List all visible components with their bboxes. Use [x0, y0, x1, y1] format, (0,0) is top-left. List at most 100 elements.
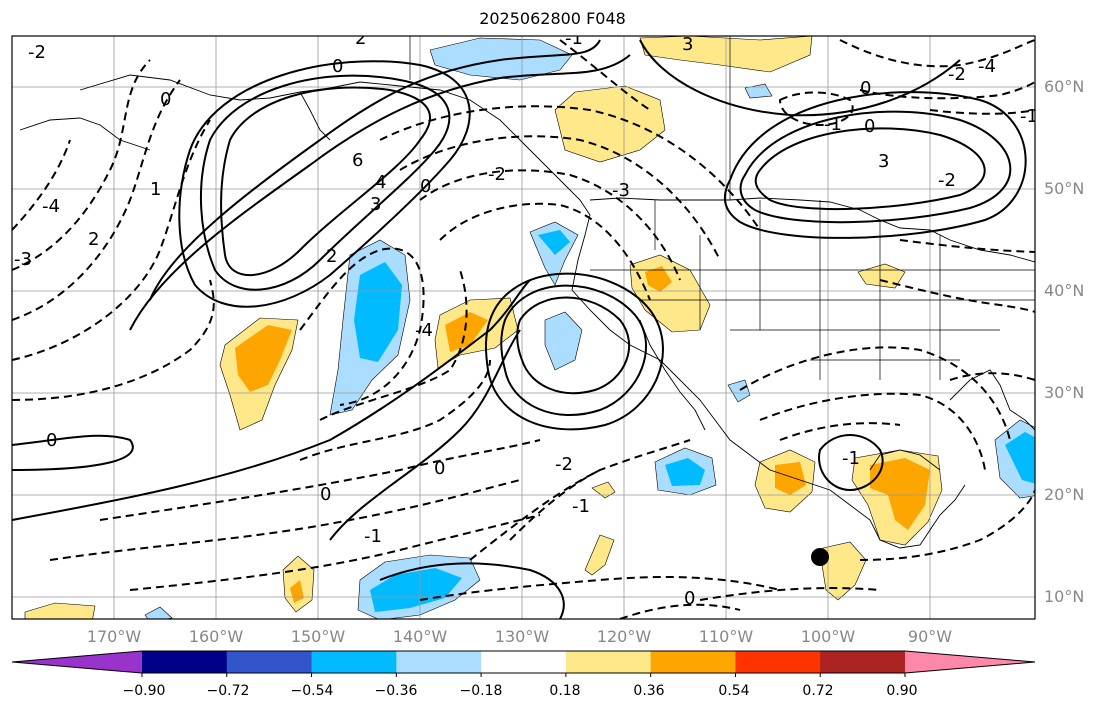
- colorbar-tick-label: 0.72: [802, 683, 834, 699]
- lon-label: 140°W: [392, 627, 448, 646]
- colorbar-segment: [481, 651, 567, 673]
- colorbar-tick-label: −0.90: [122, 683, 166, 699]
- colorbar-extend-min: [12, 651, 142, 673]
- contour-label: 0: [864, 116, 875, 137]
- lon-label: 110°W: [698, 627, 754, 646]
- warm-anomaly-patch: [591, 481, 616, 499]
- cold-anomaly-patch: [727, 379, 751, 403]
- lon-label: 100°W: [800, 627, 856, 646]
- warm-anomaly-core: [645, 266, 672, 292]
- colorbar-tick-label: 0.90: [886, 683, 918, 699]
- contour-label: -1: [572, 496, 590, 517]
- colorbar-tick-label: 0.36: [633, 683, 665, 699]
- warm-anomaly-core: [235, 325, 292, 392]
- colorbar-segment: [650, 651, 736, 673]
- contour-label: 0: [160, 89, 171, 110]
- cold-anomaly-core: [665, 458, 705, 486]
- contour-label: -4: [415, 320, 433, 341]
- lat-label: 20°N: [1044, 485, 1085, 504]
- contour-label: -2: [488, 164, 506, 185]
- contour-label: 0: [684, 588, 695, 609]
- lon-label: 160°W: [188, 627, 244, 646]
- contour-label: -2: [555, 454, 573, 475]
- colorbar-tick-label: −0.36: [374, 683, 418, 699]
- colorbar: [11, 650, 1036, 677]
- colorbar-extend-max: [905, 651, 1035, 673]
- contour-labels: 0 1 2 -3 -4 6 0 -2 4 3 2 -4 0 0 0 -2 -1 …: [14, 28, 1038, 609]
- contour-label: 0: [420, 176, 431, 197]
- colorbar-tick-label: −0.18: [459, 683, 503, 699]
- contour-label: 4: [375, 172, 386, 193]
- colorbar-segment: [396, 651, 482, 673]
- contour-label: 2: [355, 28, 366, 49]
- contour-label: -1: [842, 448, 860, 469]
- lat-label: 10°N: [1044, 587, 1085, 606]
- map-area: 0 1 2 -3 -4 6 0 -2 4 3 2 -4 0 0 0 -2 -1 …: [12, 28, 1038, 619]
- lon-label: 170°W: [86, 627, 142, 646]
- contour-label: 3: [878, 151, 889, 172]
- colorbar-segment: [311, 651, 397, 673]
- contour-label: -3: [14, 249, 32, 270]
- contour-label: 2: [88, 229, 99, 250]
- cold-anomaly-core: [538, 230, 570, 255]
- cold-anomaly-patch: [144, 606, 173, 619]
- cold-anomaly-core: [370, 568, 462, 612]
- colorbar-segment: [565, 651, 652, 673]
- dashed-contours: [12, 39, 1035, 619]
- map-frame: [11, 35, 1036, 620]
- colorbar-tick-label: −0.54: [290, 683, 334, 699]
- colorbar-tick-label: 0.18: [549, 683, 581, 699]
- contour-label: -2: [948, 64, 966, 85]
- contour-label: -4: [42, 196, 60, 217]
- colorbar-segment: [142, 651, 228, 673]
- warm-anomaly-patch: [24, 602, 96, 619]
- colorbar-tick-label: 0.54: [718, 683, 750, 699]
- lon-label: 90°W: [907, 627, 953, 646]
- warm-anomaly-patch: [554, 85, 666, 163]
- lat-label: 40°N: [1044, 281, 1085, 300]
- contour-label: -1: [824, 114, 842, 135]
- warm-anomaly-patch: [821, 541, 867, 601]
- warm-anomaly-core: [870, 458, 930, 530]
- lon-label: 130°W: [494, 627, 550, 646]
- colorbar-segment: [820, 651, 906, 673]
- warm-anomaly-patch: [584, 534, 615, 576]
- lat-label: 60°N: [1044, 77, 1085, 96]
- colorbar-tick-label: −0.72: [206, 683, 250, 699]
- warm-anomaly-core: [775, 462, 806, 495]
- contour-label: -4: [978, 56, 996, 77]
- shading-layer: [24, 36, 1035, 619]
- graticule: [12, 36, 1035, 619]
- storm-position-marker: [811, 548, 829, 566]
- contour-label: -1: [364, 526, 382, 547]
- colorbar-segment: [226, 651, 313, 673]
- contour-label: 0: [332, 56, 343, 77]
- contour-label: 0: [434, 458, 445, 479]
- colorbar-segment: [735, 651, 821, 673]
- contour-label: -3: [612, 180, 630, 201]
- contour-label: 0: [860, 78, 871, 99]
- figure-title: 2025062800 F048: [479, 9, 626, 28]
- contour-label: 3: [370, 194, 381, 215]
- warm-anomaly-core: [445, 312, 488, 352]
- contour-label: 0: [46, 430, 57, 451]
- contour-label: -1: [565, 28, 583, 49]
- warm-anomaly-patch: [629, 254, 711, 333]
- contour-label: 0: [320, 484, 331, 505]
- contour-label: 1: [150, 179, 161, 200]
- cold-anomaly-core: [1005, 432, 1035, 484]
- solid-contours: [12, 39, 1027, 619]
- lon-label: 120°W: [596, 627, 652, 646]
- contour-label: -2: [28, 42, 46, 63]
- cold-anomaly-patch: [744, 83, 773, 99]
- cold-anomaly-core: [354, 262, 402, 362]
- lat-label: 30°N: [1044, 383, 1085, 402]
- contour-label: -2: [938, 170, 956, 191]
- lat-label: 50°N: [1044, 179, 1085, 198]
- lon-label: 150°W: [290, 627, 346, 646]
- contour-label: 3: [682, 34, 693, 55]
- contour-label: 2: [326, 246, 337, 267]
- contour-label: -1: [1020, 106, 1038, 127]
- cold-anomaly-patch: [544, 311, 583, 371]
